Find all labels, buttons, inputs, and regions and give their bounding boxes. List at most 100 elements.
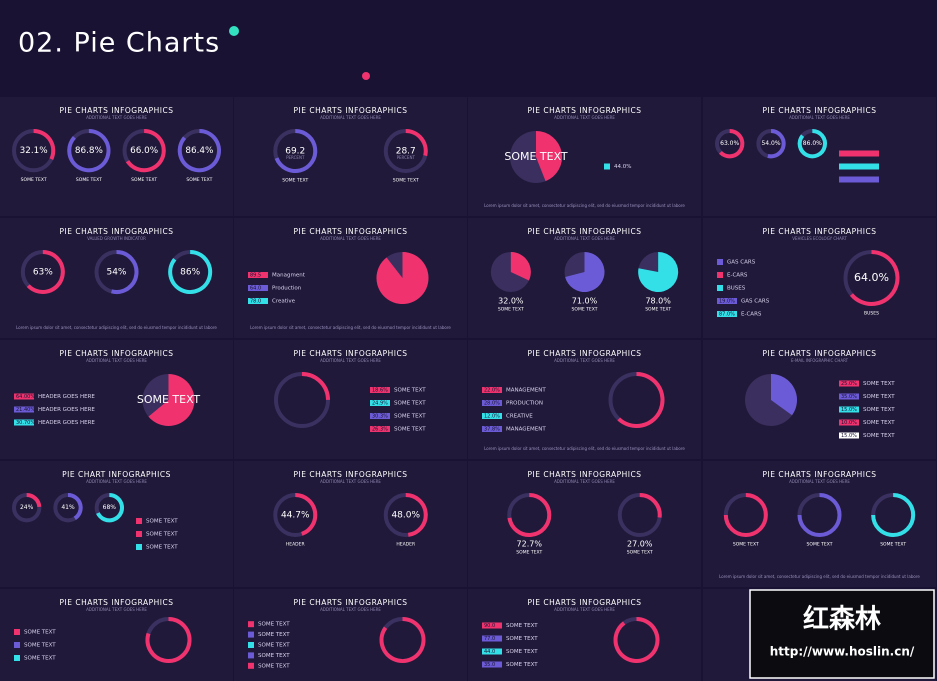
- ring-arc: [26, 493, 42, 508]
- legend-label: SOME TEXT: [863, 407, 895, 413]
- ring-arc: [177, 129, 221, 173]
- ring-label: 54%: [106, 268, 126, 278]
- legend-swatch: [839, 380, 859, 387]
- legend-swatch: [14, 655, 20, 661]
- panel: [0, 218, 233, 338]
- panel-subtitle: ADDITIONAL TEXT GOES HERE: [86, 115, 147, 120]
- ring-caption: SOME TEXT: [76, 177, 102, 183]
- pie-slice: [771, 374, 798, 416]
- legend-label: HEADER GOES HERE: [38, 394, 95, 400]
- panel-subtitle: ADDITIONAL TEXT GOES HERE: [320, 115, 381, 120]
- panel-caption: Lorem ipsum dolor sit amet, consectetur …: [16, 325, 217, 330]
- legend-label: SOME TEXT: [258, 653, 290, 659]
- ring-arc: [617, 372, 665, 428]
- legend-label: GAS CARS: [741, 299, 770, 305]
- ring-label: 32.1%: [20, 146, 48, 156]
- legend-label: SOME TEXT: [394, 388, 426, 394]
- panel-title: PIE CHARTS INFOGRAPHICS: [59, 227, 173, 236]
- ring-arc: [26, 250, 65, 294]
- ring-label: 27.0%: [627, 540, 653, 549]
- legend-value: 25.0%: [841, 381, 857, 387]
- legend-label: HEADER GOES HERE: [38, 407, 95, 413]
- ring-arc: [145, 617, 192, 663]
- ring-caption: SOME TEXT: [498, 307, 524, 313]
- legend-swatch: [482, 635, 502, 642]
- legend-label: BUSES: [727, 286, 746, 292]
- legend-value: 26.3%: [372, 427, 388, 433]
- legend-label: E-CARS: [727, 273, 748, 279]
- panel-title: PIE CHART INFOGRAPHICS: [62, 470, 171, 479]
- legend-label: SOME TEXT: [506, 623, 538, 629]
- ring-label: 68%: [103, 504, 117, 511]
- ring-arc: [849, 250, 900, 306]
- legend-swatch: [839, 176, 879, 183]
- ring-arc: [797, 493, 842, 537]
- panel-title: PIE CHARTS INFOGRAPHICS: [527, 470, 641, 479]
- ring-arc: [767, 129, 786, 159]
- legend-value: 35.0: [484, 662, 495, 668]
- ring-caption: SOME TEXT: [186, 177, 212, 183]
- ring-label: 78.0%: [645, 297, 671, 306]
- legend-swatch: [717, 298, 737, 304]
- legend-value: 28.0%: [484, 401, 500, 407]
- ring-label: 24%: [20, 504, 34, 511]
- legend-swatch: [370, 426, 390, 432]
- panel-title: PIE CHARTS INFOGRAPHICS: [293, 106, 407, 115]
- panel-subtitle: ADDITIONAL TEXT GOES HERE: [86, 479, 147, 484]
- panel-title: PIE CHARTS INFOGRAPHICS: [762, 349, 876, 358]
- ring-label: 32.0%: [498, 297, 524, 306]
- pie-slice: [638, 252, 679, 293]
- panel-title: PIE CHARTS INFOGRAPHICS: [59, 106, 173, 115]
- panel-subtitle: ADDITIONAL TEXT GOES HERE: [789, 115, 850, 120]
- legend-swatch: [248, 285, 268, 291]
- panel: [703, 340, 936, 459]
- legend-label: SOME TEXT: [146, 532, 178, 538]
- panel-subtitle: ADDITIONAL TEXT GOES HERE: [320, 236, 381, 241]
- ring-arc: [639, 493, 662, 518]
- legend-value: 15.0%: [841, 433, 857, 439]
- ring-label: 64.0%: [854, 271, 889, 284]
- legend-label: SOME TEXT: [863, 394, 895, 400]
- watermark-name: 红森林: [803, 604, 881, 635]
- legend-swatch: [14, 406, 34, 413]
- panel: [703, 461, 936, 587]
- panel-title: PIE CHARTS INFOGRAPHICS: [527, 106, 641, 115]
- legend-value: 90.0: [484, 623, 495, 629]
- ring-label: SOME TEXT: [504, 150, 568, 163]
- ring-label: 72.7%: [517, 540, 543, 549]
- panel-subtitle: ADDITIONAL TEXT GOES HERE: [554, 358, 615, 363]
- legend-value: 30.70%: [16, 420, 35, 426]
- legend-label: SOME TEXT: [24, 656, 56, 662]
- ring-label: 41%: [61, 504, 75, 511]
- pie-slice: [376, 252, 429, 305]
- legend-label: SOME TEXT: [24, 630, 56, 636]
- legend-swatch: [248, 642, 254, 648]
- ring-arc: [111, 250, 139, 294]
- panel: [468, 461, 701, 587]
- watermark-box: [749, 589, 935, 679]
- pie-slice: [510, 252, 531, 281]
- panel: [468, 589, 701, 681]
- legend-label: SOME TEXT: [146, 519, 178, 525]
- panel-title: PIE CHARTS INFOGRAPHICS: [293, 470, 407, 479]
- ring-arc: [797, 129, 827, 159]
- legend-label: HEADER GOES HERE: [38, 420, 95, 426]
- legend-swatch: [248, 652, 254, 659]
- legend-label: SOME TEXT: [258, 632, 290, 638]
- legend-value: 12.0%: [484, 414, 500, 420]
- ring-caption: SOME TEXT: [516, 550, 542, 556]
- ring-label: 86.8%: [75, 146, 103, 156]
- legend-swatch: [14, 642, 20, 648]
- legend-swatch: [370, 400, 390, 406]
- ring-arc: [168, 250, 213, 294]
- legend-label: SOME TEXT: [394, 401, 426, 407]
- ring-caption: SOME TEXT: [627, 550, 653, 556]
- ring-caption: SOME TEXT: [393, 178, 419, 184]
- legend-label: SOME TEXT: [394, 414, 426, 420]
- legend-label: SOME TEXT: [258, 643, 290, 649]
- panel-subtitle: ADDITIONAL TEXT GOES HERE: [86, 607, 147, 612]
- ring-label: 44.7%: [281, 511, 310, 521]
- legend-label: Production: [272, 286, 302, 292]
- legend-label: SOME TEXT: [146, 545, 178, 551]
- legend-label: E-CARS: [741, 312, 762, 318]
